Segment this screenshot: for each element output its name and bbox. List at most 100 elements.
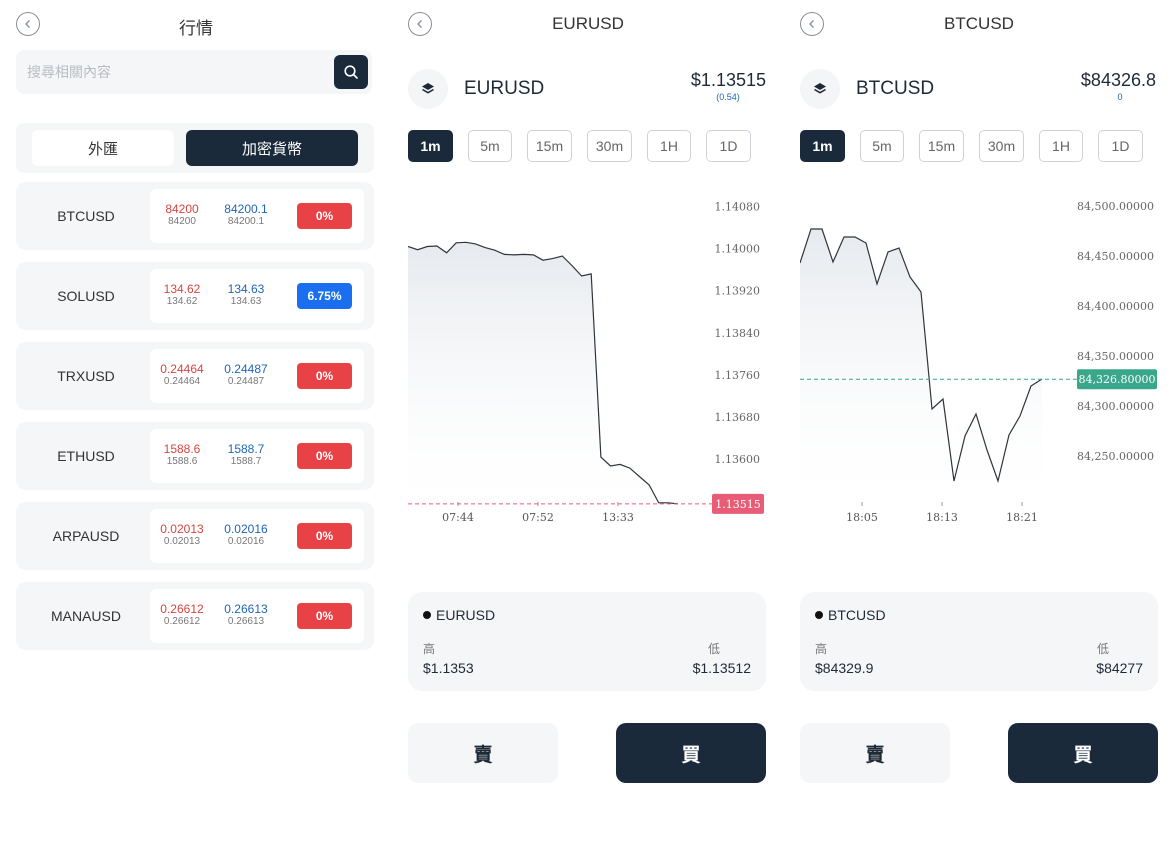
price-area xyxy=(408,242,678,504)
page-title: 行情 xyxy=(179,19,213,38)
price-change: 0 xyxy=(1117,92,1123,102)
x-tick-label: 18:21 xyxy=(1006,511,1038,524)
sell-button[interactable]: 賣 xyxy=(800,723,950,783)
y-tick-label: 84,500.00000 xyxy=(1077,200,1154,213)
symbol-name: BTCUSD xyxy=(856,78,935,99)
list-item[interactable]: BTCUSD 84200 84200 84200.1 84200.1 0% xyxy=(16,182,374,250)
low-value: $84277 xyxy=(1096,660,1143,676)
symbol-name: ARPAUSD xyxy=(52,528,120,544)
bid-quote: 134.62 134.62 xyxy=(150,282,214,308)
buy-button[interactable]: 買 xyxy=(616,723,766,783)
change-badge: 0% xyxy=(297,443,352,469)
current-price: $1.13515 xyxy=(690,70,766,90)
quote-box: 0.24464 0.24464 0.24487 0.24487 0% xyxy=(150,349,364,403)
buy-button[interactable]: 買 xyxy=(1008,723,1158,783)
ask-price: 134.63 xyxy=(227,282,265,296)
current-price-tag xyxy=(712,493,764,514)
timeframe-15m[interactable]: 15m xyxy=(527,130,572,162)
ask-sub-price: 134.63 xyxy=(230,296,262,307)
quote-box: 84200 84200 84200.1 84200.1 0% xyxy=(150,189,364,243)
sell-button[interactable]: 賣 xyxy=(408,723,558,783)
symbol-avatar xyxy=(800,69,840,109)
ask-price: 0.24487 xyxy=(224,362,268,376)
quote-box: 0.02013 0.02013 0.02016 0.02016 0% xyxy=(150,509,364,563)
low-label: 低 xyxy=(707,642,720,656)
current-price-label: 84,326.80000 xyxy=(1079,373,1156,386)
list-item[interactable]: TRXUSD 0.24464 0.24464 0.24487 0.24487 0% xyxy=(16,342,374,410)
price-chart-svg: 1.14080 1.14000 1.13920 1.13840 1.13760 1.136… xyxy=(407,201,764,524)
timeframe-1m[interactable]: 1m xyxy=(800,130,845,162)
detail-header: EURUSD xyxy=(392,0,784,50)
price-chart-svg: 84,500.00000 84,450.00000 84,400.00000 84,3… xyxy=(799,200,1157,524)
timeframe-5m[interactable]: 5m xyxy=(860,130,904,162)
quote-box: 134.62 134.62 134.63 134.63 6.75% xyxy=(150,269,364,323)
bid-quote: 0.24464 0.24464 xyxy=(150,362,214,388)
list-item[interactable]: MANAUSD 0.26612 0.26612 0.26613 0.26613 0% xyxy=(16,582,374,650)
quote-box: 1588.6 1588.6 1588.7 1588.7 0% xyxy=(150,429,364,483)
current-price-tag xyxy=(1077,369,1157,390)
tab-forex[interactable]: 外匯 xyxy=(32,130,174,166)
current-price-label: 1.13515 xyxy=(715,498,761,511)
search-input[interactable] xyxy=(27,50,327,94)
symbol-name: EURUSD xyxy=(464,78,545,99)
timeframe-1h[interactable]: 1H xyxy=(647,130,691,162)
chevron-left-icon xyxy=(417,20,422,28)
bid-sub-price: 1588.6 xyxy=(166,456,198,467)
bid-sub-price: 134.62 xyxy=(166,296,198,307)
timeframe-1d[interactable]: 1D xyxy=(706,130,751,162)
bid-price: 1588.6 xyxy=(163,442,201,456)
timeframe-5m[interactable]: 5m xyxy=(468,130,512,162)
summary-symbol: BTCUSD xyxy=(828,607,886,623)
list-item[interactable]: SOLUSD 134.62 134.62 134.63 134.63 6.75% xyxy=(16,262,374,330)
y-tick-label: 84,300.00000 xyxy=(1077,400,1154,413)
y-tick-label: 1.13760 xyxy=(715,369,761,382)
back-button[interactable] xyxy=(408,12,432,36)
bid-price: 0.24464 xyxy=(160,362,204,376)
bullet-dot xyxy=(423,611,431,619)
timeframe-15m[interactable]: 15m xyxy=(919,130,964,162)
list-header: 行情 xyxy=(0,0,392,50)
summary-symbol: EURUSD xyxy=(436,607,496,623)
x-tick-label: 07:52 xyxy=(522,511,554,524)
timeframe-1h[interactable]: 1H xyxy=(1039,130,1083,162)
ask-price: 1588.7 xyxy=(227,442,265,456)
current-price: $84326.8 xyxy=(1080,70,1156,90)
bid-price: 0.26612 xyxy=(160,602,204,616)
symbol-name: SOLUSD xyxy=(57,288,115,304)
price-chart[interactable]: 1.14080 1.14000 1.13920 1.13840 1.13760 1.136… xyxy=(407,186,766,551)
tab-crypto[interactable]: 加密貨幣 xyxy=(186,130,358,166)
list-item[interactable]: ETHUSD 1588.6 1588.6 1588.7 1588.7 0% xyxy=(16,422,374,490)
bid-sub-price: 0.24464 xyxy=(163,376,201,387)
bid-price: 134.62 xyxy=(163,282,201,296)
timeframe-30m[interactable]: 30m xyxy=(979,130,1024,162)
price-line xyxy=(799,228,1043,484)
y-tick-label: 84,450.00000 xyxy=(1077,250,1154,263)
layers-icon xyxy=(814,83,826,94)
back-button[interactable] xyxy=(16,12,40,36)
timeframe-1d[interactable]: 1D xyxy=(1098,130,1143,162)
search-icon xyxy=(344,65,358,79)
price-line xyxy=(407,241,679,505)
high-label: 高 xyxy=(423,642,436,656)
y-tick-label: 1.13680 xyxy=(715,411,761,424)
search-button[interactable] xyxy=(334,55,368,89)
timeframe-1m[interactable]: 1m xyxy=(408,130,453,162)
list-item[interactable]: ARPAUSD 0.02013 0.02013 0.02016 0.02016 0% xyxy=(16,502,374,570)
ask-quote: 84200.1 84200.1 xyxy=(214,202,278,228)
bid-quote: 0.02013 0.02013 xyxy=(150,522,214,548)
back-button[interactable] xyxy=(800,12,824,36)
chevron-left-icon xyxy=(25,20,30,28)
x-tick-label: 07:44 xyxy=(442,511,474,524)
price-chart[interactable]: 84,500.00000 84,450.00000 84,400.00000 84,3… xyxy=(799,186,1158,551)
timeframe-30m[interactable]: 30m xyxy=(587,130,632,162)
y-tick-label: 84,250.00000 xyxy=(1077,450,1154,463)
y-tick-label: 1.14000 xyxy=(715,243,761,256)
y-tick-label: 1.13920 xyxy=(715,285,761,298)
change-badge: 0% xyxy=(297,603,352,629)
btcusd-detail-panel: BTCUSD BTCUSD $84326.8 0 1m 5m 15m 30m 1… xyxy=(784,0,1174,844)
bid-sub-price: 84200 xyxy=(168,216,196,227)
quote-box: 0.26612 0.26612 0.26613 0.26613 0% xyxy=(150,589,364,643)
ask-price: 0.02016 xyxy=(224,522,268,536)
bid-sub-price: 0.02013 xyxy=(163,536,201,547)
bid-sub-price: 0.26612 xyxy=(163,616,201,627)
